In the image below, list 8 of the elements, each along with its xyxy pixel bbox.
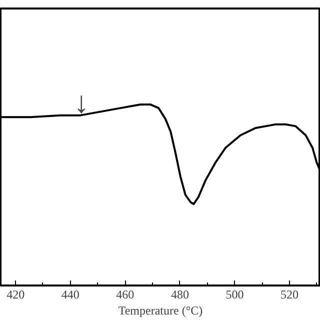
x-tick-label: 500 xyxy=(226,288,244,302)
x-tick-label: 520 xyxy=(280,288,299,302)
x-tick-label: 480 xyxy=(170,288,189,302)
x-tick-label: 460 xyxy=(116,288,134,302)
x-tick-label: 420 xyxy=(6,288,25,302)
x-axis-title: Temperature (°C) xyxy=(118,304,203,318)
x-tick-label: 440 xyxy=(61,288,80,302)
annotation: ↓ xyxy=(74,86,89,120)
